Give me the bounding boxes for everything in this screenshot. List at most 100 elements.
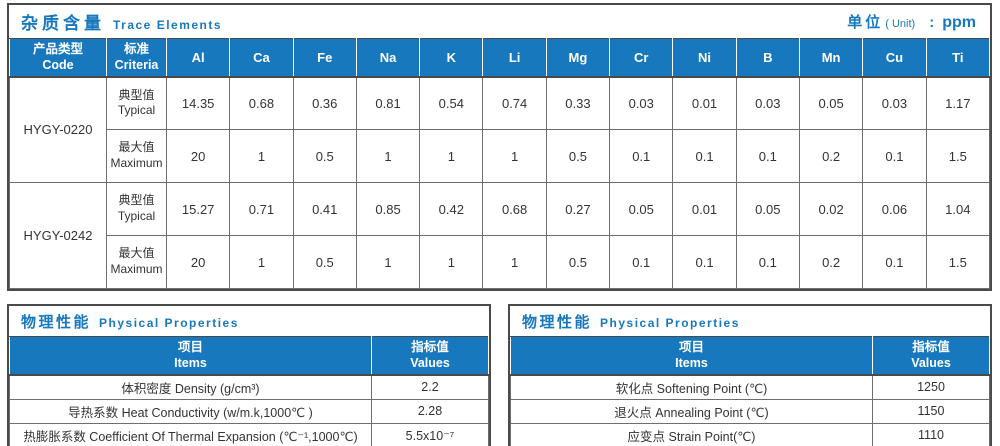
table-row-hygy0242-typical: HYGY-0242 典型值 Typical 15.27 0.71 0.41 0.… (9, 182, 991, 289)
code-header-en: Code (42, 58, 74, 73)
physical-right-header-row: 项目 Items 指标值 Values (510, 336, 990, 376)
value-cell: 0.2 (798, 235, 864, 289)
value-cell: 1 (482, 129, 547, 183)
value-cell: 1.5 (925, 129, 991, 183)
physical-properties-left-section: 物理性能 Physical Properties 项目 Items 指标值 Va… (7, 304, 491, 446)
row-label-maximum: 最大值 Maximum (106, 235, 167, 289)
element-header-cr: Cr (609, 38, 674, 78)
value-cell: 0.5 (545, 235, 611, 289)
table-row-hygy0242-maximum: 最大值 Maximum 20 1 0.5 1 1 1 0.5 0.1 0.1 0… (10, 235, 991, 289)
value-cell: 0.5 (292, 129, 357, 183)
value-cell: 1 (355, 129, 421, 183)
value-cell: 0.81 (355, 76, 421, 130)
value-cell: 1.5 (925, 235, 991, 289)
code-header-cell: 产品类型 Code (9, 38, 107, 78)
items-header-en: Items (675, 356, 708, 371)
trace-title: 杂质含量 Trace Elements (21, 9, 222, 34)
physical-right-title-cn: 物理性能 (522, 313, 593, 331)
element-header-b: B (735, 38, 800, 78)
value-cell: 0.36 (292, 76, 357, 130)
row-label-cn: 典型值 (118, 87, 155, 102)
physical-right-title-bar: 物理性能 Physical Properties (510, 306, 990, 336)
item-cell: 软化点 Softening Point (℃) (510, 374, 873, 400)
value-cell: 0.5 (292, 235, 357, 289)
value-cell: 0.71 (229, 182, 294, 236)
physical-left-title: 物理性能 Physical Properties (21, 311, 239, 332)
value-cell: 0.54 (419, 76, 484, 130)
values-header-cell: 指标值 Values (872, 336, 990, 376)
value-cell: 1.17 (925, 76, 991, 130)
value-cell: 0.05 (735, 182, 800, 236)
table-row-hygy0220-typical: HYGY-0220 典型值 Typical 14.35 0.68 0.36 0.… (9, 76, 991, 183)
row-label-typical: 典型值 Typical (106, 182, 167, 236)
value-cell: 0.5 (545, 129, 611, 183)
trace-elements-section: 杂质含量 Trace Elements 单位 ( Unit) : ppm 产品类… (7, 3, 992, 291)
value-cell: 0.2 (798, 129, 864, 183)
code-header-cn: 产品类型 (32, 42, 83, 56)
value-cell: 0.1 (735, 235, 800, 289)
value-cell: 1 (355, 235, 421, 289)
trace-title-bar: 杂质含量 Trace Elements 单位 ( Unit) : ppm (9, 5, 990, 38)
unit-label: 单位 ( Unit) : ppm (847, 11, 976, 32)
value-cell: 0.1 (672, 129, 737, 183)
table-row-density: 体积密度 Density (g/cm³) 2.2 (9, 374, 489, 400)
row-label-cn: 最大值 (118, 246, 155, 261)
value-cell: 0.1 (735, 129, 800, 183)
unit-label-cn: 单位 (847, 14, 884, 31)
value-cell: 20 (165, 235, 231, 289)
value-cell: 1 (482, 235, 547, 289)
element-header-mg: Mg (545, 38, 611, 78)
value-cell: 0.1 (672, 235, 737, 289)
product-code-cell: HYGY-0220 (9, 76, 107, 183)
table-row-annealing-point: 退火点 Annealing Point (℃) 1150 (510, 398, 990, 424)
value-cell: 0.1 (862, 235, 927, 289)
values-header-en: Values (410, 356, 450, 371)
value-cell: 2.2 (371, 374, 489, 400)
value-cell: 0.03 (609, 76, 674, 130)
row-label-cn: 典型值 (118, 193, 155, 208)
physical-left-title-bar: 物理性能 Physical Properties (9, 306, 489, 336)
value-cell: 0.03 (862, 76, 927, 130)
value-cell: 1 (419, 235, 484, 289)
value-cell: 14.35 (165, 76, 231, 130)
value-cell: 0.27 (545, 182, 611, 236)
physical-properties-right-section: 物理性能 Physical Properties 项目 Items 指标值 Va… (508, 304, 992, 446)
value-cell: 0.01 (672, 76, 737, 130)
value-cell: 0.03 (735, 76, 800, 130)
value-cell: 0.85 (355, 182, 421, 236)
value-cell: 1.04 (925, 182, 991, 236)
unit-label-en: ( Unit) (885, 18, 916, 30)
criteria-header-cell: 标准 Criteria (106, 38, 167, 78)
element-header-mn: Mn (798, 38, 864, 78)
value-cell: 1 (419, 129, 484, 183)
physical-right-title-en: Physical Properties (600, 315, 740, 330)
trace-title-cn: 杂质含量 (21, 14, 105, 33)
items-header-cn: 项目 (177, 340, 203, 354)
table-row-hygy0220-maximum: 最大值 Maximum 20 1 0.5 1 1 1 0.5 0.1 0.1 0… (10, 129, 991, 183)
physical-right-title: 物理性能 Physical Properties (522, 311, 740, 332)
value-cell: 0.05 (609, 182, 674, 236)
items-header-en: Items (174, 356, 207, 371)
value-cell: 1 (229, 129, 294, 183)
value-cell: 1250 (872, 374, 990, 400)
values-header-cn: 指标值 (912, 340, 950, 354)
row-label-cn: 最大值 (118, 140, 155, 155)
value-cell: 0.01 (672, 182, 737, 236)
value-cell: 1110 (872, 422, 990, 446)
physical-left-title-cn: 物理性能 (21, 313, 92, 331)
row-label-en: Maximum (110, 262, 163, 276)
row-label-maximum: 最大值 Maximum (106, 129, 167, 183)
physical-left-table: 项目 Items 指标值 Values 体积密度 Density (g/cm³)… (9, 336, 489, 446)
criteria-header-cn: 标准 (123, 42, 149, 56)
value-cell: 0.05 (798, 76, 864, 130)
unit-colon: : (929, 14, 935, 31)
items-header-cn: 项目 (678, 340, 704, 354)
value-cell: 0.1 (862, 129, 927, 183)
value-cell: 0.06 (862, 182, 927, 236)
value-cell: 15.27 (165, 182, 231, 236)
table-row-thermal-expansion: 热膨胀系数 Coefficient Of Thermal Expansion (… (9, 422, 489, 446)
element-header-cu: Cu (862, 38, 927, 78)
values-header-cell: 指标值 Values (371, 336, 489, 376)
value-cell: 1150 (872, 398, 990, 424)
criteria-header-en: Criteria (114, 58, 159, 73)
